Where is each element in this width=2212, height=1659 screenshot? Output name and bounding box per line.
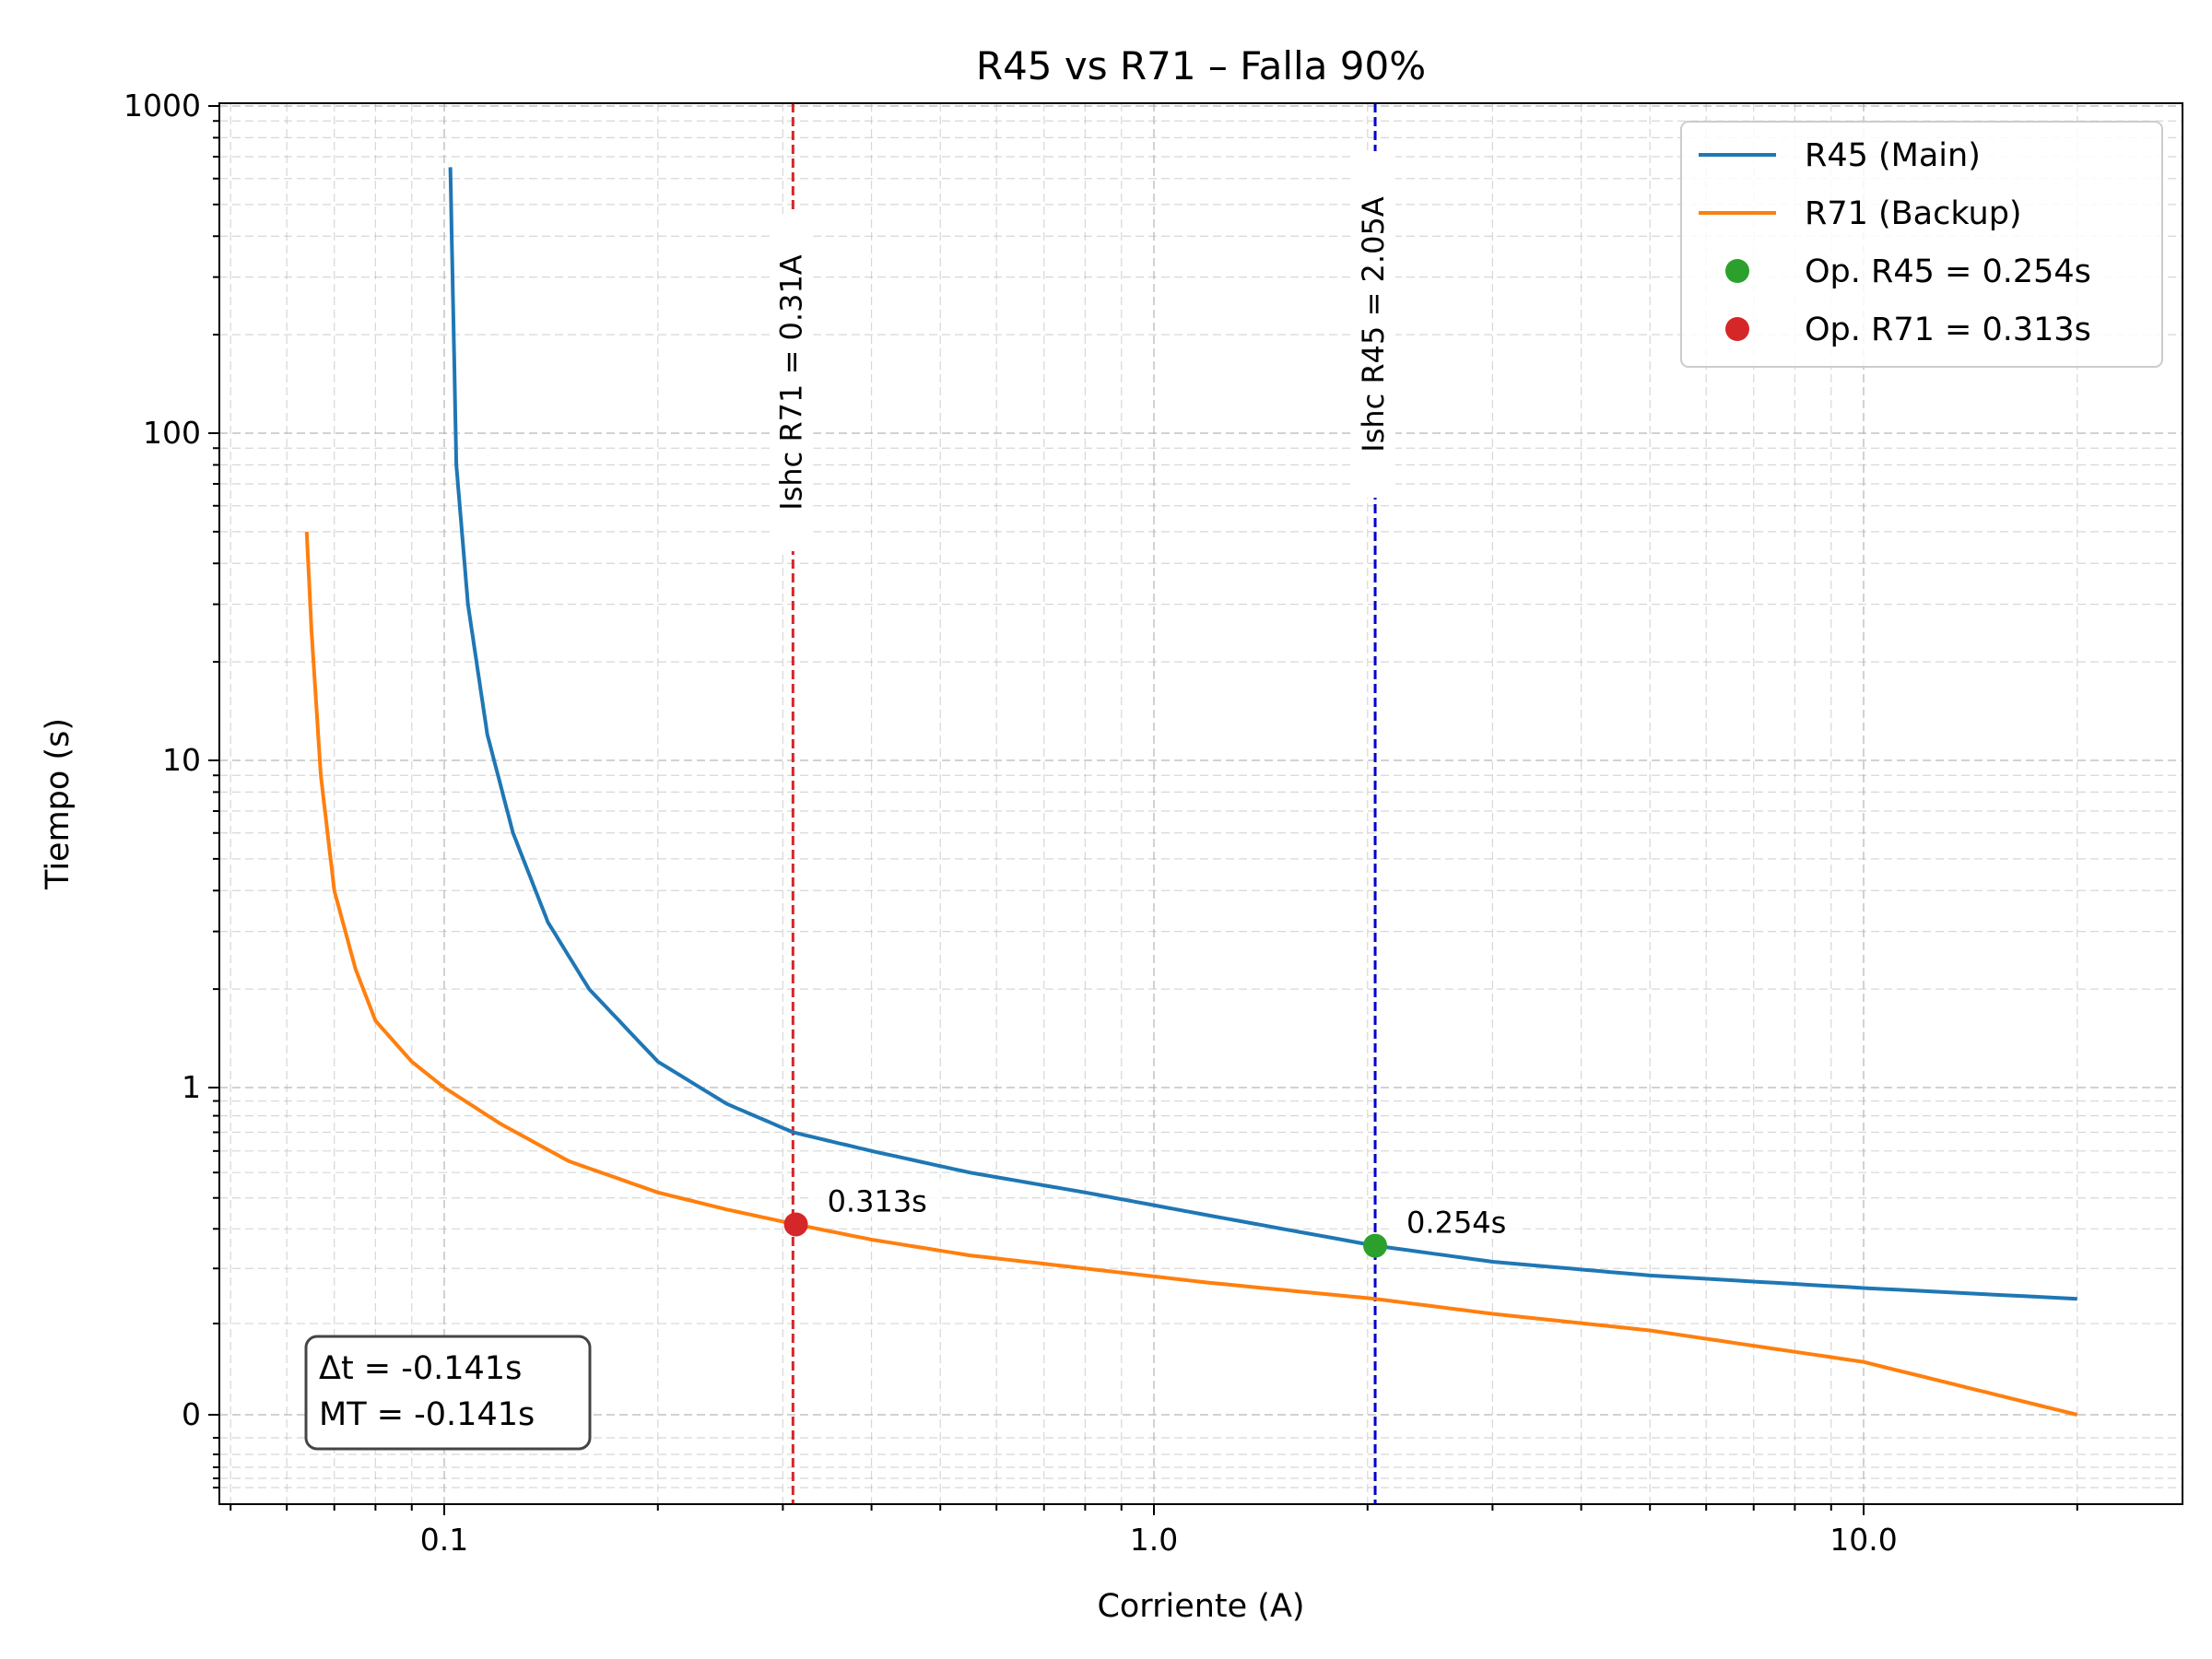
legend-label-4: Op. R71 = 0.313s xyxy=(1805,312,2091,348)
x-tick-label: 10.0 xyxy=(1830,1522,1897,1558)
chart-title: R45 vs R71 – Falla 90% xyxy=(976,43,1426,88)
series xyxy=(304,167,2078,1417)
annotation-box: Δt = -0.141s MT = -0.141s xyxy=(304,1335,592,1451)
plot-frame xyxy=(218,102,2183,1505)
legend: R45 (Main) R71 (Backup) Op. R45 = 0.254s Op… xyxy=(1680,121,2163,368)
y-tick-label: 1 xyxy=(182,1069,201,1105)
series-line-2 xyxy=(304,531,2078,1417)
point-label-bg xyxy=(1392,1199,1522,1239)
operating-points: 0.254s 0.313s xyxy=(783,1178,1522,1258)
grid xyxy=(219,103,2183,1504)
y-tick-label: 100 xyxy=(143,415,201,451)
vline-label-bg xyxy=(1355,151,1396,498)
legend-label-2: R71 (Backup) xyxy=(1805,195,2022,232)
vline-label-bg xyxy=(772,214,814,551)
y-tick-label: 1000 xyxy=(124,88,201,124)
operating-point-1 xyxy=(1363,1233,1388,1258)
point-label-bg xyxy=(812,1178,942,1218)
y-axis-label: Tiempo (s) xyxy=(40,718,76,890)
legend-swatch-4 xyxy=(1725,317,1749,341)
operating-point-2 xyxy=(783,1212,808,1237)
x-tick-label: 1.0 xyxy=(1130,1522,1178,1558)
y-tick-label: 0 xyxy=(182,1396,201,1432)
x-axis-label: Corriente (A) xyxy=(1097,1588,1304,1625)
vline-label-1: Ishc R71 = 0.31A xyxy=(773,254,808,511)
legend-label-1: R45 (Main) xyxy=(1805,137,1981,174)
vline-label-2: Ishc R45 = 2.05A xyxy=(1356,196,1391,453)
legend-frame xyxy=(1680,121,2163,368)
annotation-delta-t: Δt = -0.141s xyxy=(319,1350,522,1387)
point-label-2: 0.313s xyxy=(828,1183,927,1218)
annotation-box-frame xyxy=(304,1335,592,1451)
series-line-1 xyxy=(448,167,2077,1301)
vertical-lines: Ishc R71 = 0.31A Ishc R45 = 2.05A xyxy=(772,103,1396,1504)
legend-label-3: Op. R45 = 0.254s xyxy=(1805,253,2091,290)
annotation-mt: MT = -0.141s xyxy=(319,1396,535,1433)
x-tick-label: 0.1 xyxy=(420,1522,468,1558)
point-label-1: 0.254s xyxy=(1406,1206,1506,1241)
y-tick-label: 10 xyxy=(162,742,201,778)
legend-swatch-3 xyxy=(1725,259,1749,283)
